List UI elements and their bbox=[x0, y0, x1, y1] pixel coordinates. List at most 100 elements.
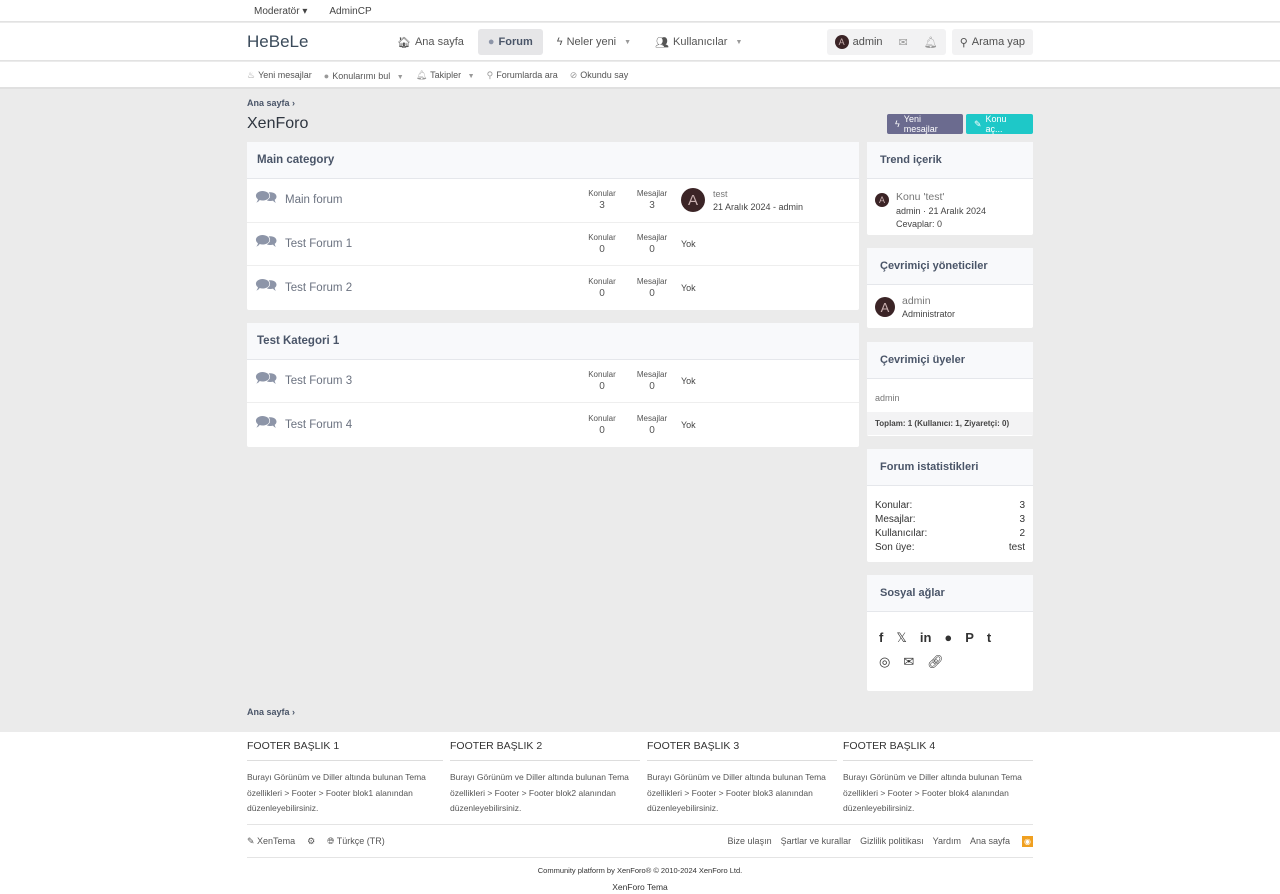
stat-row: Konular: 3 bbox=[875, 500, 1025, 511]
comments-icon: 🗪︎ bbox=[255, 274, 278, 295]
bell-icon[interactable]: 🔔︎ bbox=[923, 36, 938, 49]
comments-icon: 🗪︎ bbox=[255, 412, 278, 433]
breadcrumb[interactable]: Ana sayfa › bbox=[247, 98, 296, 108]
footer-column: FOOTER BAŞLIK 4 Burayı Görünüm ve Diller … bbox=[843, 732, 1033, 817]
comments-icon: 🗪︎ bbox=[255, 230, 278, 251]
subnav-search-forums[interactable]: ⚲ Forumlarda ara bbox=[486, 70, 558, 80]
forum-row: 🗪︎ Test Forum 4 Konular 0 Mesajlar 0 Yok bbox=[247, 403, 859, 447]
x-icon[interactable]: 𝕏 bbox=[896, 630, 907, 645]
pinterest-icon[interactable]: P bbox=[965, 630, 974, 645]
forum-link[interactable]: Test Forum 1 bbox=[285, 237, 353, 250]
footer-link[interactable]: Ana sayfa bbox=[969, 836, 1010, 846]
search-button[interactable]: ⚲ Arama yap bbox=[951, 29, 1033, 55]
forum-row: 🗪︎ Test Forum 2 Konular 0 Mesajlar 0 Yok bbox=[247, 266, 859, 310]
fire-icon: ♨ bbox=[247, 70, 256, 80]
comments-icon: ● bbox=[487, 36, 495, 48]
avatar[interactable]: A bbox=[681, 188, 705, 213]
user-link[interactable]: admin bbox=[875, 393, 900, 403]
chevron-down-icon[interactable]: ▼ bbox=[624, 38, 632, 46]
footer-link[interactable]: Gizlilik politikası bbox=[860, 836, 924, 846]
subnav-your-threads[interactable]: ● Konularımı bul ▼ bbox=[323, 70, 404, 81]
language-chooser[interactable]: 🌐︎ Türkçe (TR) bbox=[327, 835, 385, 846]
messages-stat: Mesajlar 0 bbox=[636, 276, 668, 299]
forum-link[interactable]: Test Forum 3 bbox=[285, 375, 353, 388]
tumblr-icon[interactable]: t bbox=[986, 630, 992, 645]
category-block: Main category 🗪︎ Main forum Konular 3 Mesaj… bbox=[247, 142, 859, 310]
site-logo[interactable]: HeBeLe bbox=[247, 32, 309, 51]
messages-stat: Mesajlar 0 bbox=[636, 414, 668, 437]
nav-whats-new[interactable]: ϟ Neler yeni ▼ bbox=[556, 36, 632, 48]
trend-thread-link[interactable]: Konu 'test' bbox=[896, 191, 945, 203]
facebook-icon[interactable]: f bbox=[879, 630, 884, 645]
linkedin-icon[interactable]: in bbox=[919, 630, 932, 645]
forum-link[interactable]: Test Forum 4 bbox=[285, 419, 353, 432]
messages-stat: Mesajlar 3 bbox=[636, 189, 668, 212]
messages-stat: Mesajlar 0 bbox=[636, 370, 668, 393]
stat-row: Kullanıcılar: 2 bbox=[875, 528, 1025, 539]
email-icon[interactable]: ✉ bbox=[903, 654, 915, 669]
stat-row: Mesajlar: 3 bbox=[875, 514, 1025, 525]
forum-row: 🗪︎ Test Forum 3 Konular 0 Mesajlar 0 Yok bbox=[247, 360, 859, 404]
footer-column: FOOTER BAŞLIK 3 Burayı Görünüm ve Diller … bbox=[647, 732, 837, 817]
footer-link[interactable]: Yardım bbox=[932, 836, 961, 846]
subnav-new-posts[interactable]: ♨ Yeni mesajlar bbox=[247, 70, 312, 80]
link-icon[interactable]: 🔗︎ bbox=[927, 654, 944, 669]
messages-stat: Mesajlar 0 bbox=[636, 232, 668, 255]
user-link[interactable]: admin bbox=[902, 295, 931, 307]
forum-row: 🗪︎ Test Forum 1 Konular 0 Mesajlar 0 Yok bbox=[247, 223, 859, 266]
comments-icon: 🗪︎ bbox=[255, 368, 278, 389]
staff-online-block: Çevrimiçi yöneticiler A admin Administra… bbox=[867, 248, 1033, 328]
eye-slash-icon: ⊘ bbox=[569, 70, 578, 80]
home-icon: 🏠︎ bbox=[397, 36, 411, 49]
rss-icon[interactable]: ◉ bbox=[1022, 835, 1033, 847]
threads-stat: Konular 0 bbox=[588, 370, 616, 393]
threads-stat: Konular 0 bbox=[588, 414, 616, 437]
threads-stat: Konular 3 bbox=[588, 189, 616, 212]
subnav-watched[interactable]: 🔔︎ Takipler ▼ bbox=[415, 70, 475, 80]
forum-link[interactable]: Test Forum 2 bbox=[285, 281, 353, 294]
category-title[interactable]: Test Kategori 1 bbox=[247, 322, 859, 360]
footer-link[interactable]: Şartlar ve kurallar bbox=[780, 836, 852, 846]
moderator-menu[interactable]: Moderatör ▾ bbox=[254, 5, 308, 17]
footer-column: FOOTER BAŞLIK 1 Burayı Görünüm ve Diller … bbox=[247, 732, 443, 817]
last-post-link[interactable]: test bbox=[713, 188, 728, 199]
style-chooser[interactable]: ✎ XenTema bbox=[247, 835, 296, 846]
comments-icon: 🗪︎ bbox=[255, 187, 278, 208]
theme-credit[interactable]: XenForo Tema bbox=[612, 882, 668, 892]
members-online-block: Çevrimiçi üyeler admin Toplam: 1 (Kullan… bbox=[867, 342, 1033, 436]
nav-forum[interactable]: ● Forum bbox=[477, 29, 543, 55]
forum-link[interactable]: Main forum bbox=[285, 194, 343, 207]
users-icon: 👥︎ bbox=[655, 36, 670, 49]
search-icon: ⚲ bbox=[486, 70, 494, 80]
new-posts-button[interactable]: ϟ Yeni mesajlar bbox=[887, 114, 963, 134]
bolt-icon: ϟ bbox=[556, 36, 563, 48]
edit-icon: ✎ bbox=[974, 118, 982, 129]
footer: FOOTER BAŞLIK 1 Burayı Görünüm ve Diller … bbox=[0, 732, 1280, 894]
nav-members[interactable]: 👥︎ Kullanıcılar ▼ bbox=[655, 36, 743, 49]
stat-row: Son üye: test bbox=[875, 542, 1025, 553]
reddit-icon[interactable]: ● bbox=[944, 630, 953, 645]
footer-link[interactable]: Bize ulaşın bbox=[727, 836, 772, 846]
gear-icon[interactable]: ⚙ bbox=[307, 835, 316, 846]
threads-stat: Konular 0 bbox=[588, 276, 616, 299]
trend-block: Trend içerik A Konu 'test' admin · 21 Ar… bbox=[867, 142, 1033, 235]
whatsapp-icon[interactable]: ◎ bbox=[879, 654, 891, 669]
breadcrumb-bottom[interactable]: Ana sayfa › bbox=[247, 707, 296, 717]
threads-stat: Konular 0 bbox=[588, 232, 616, 255]
new-thread-button[interactable]: ✎ Konu aç... bbox=[966, 114, 1033, 134]
avatar: A bbox=[834, 35, 849, 49]
admincp-link[interactable]: AdminCP bbox=[329, 5, 372, 17]
subnav-mark-read[interactable]: ⊘ Okundu say bbox=[569, 70, 629, 80]
envelope-icon[interactable]: ✉ bbox=[898, 36, 908, 49]
avatar[interactable]: A bbox=[875, 297, 895, 317]
chevron-down-icon[interactable]: ▼ bbox=[735, 38, 743, 46]
page-title: XenForo bbox=[247, 115, 309, 132]
bell-icon: 🔔︎ bbox=[415, 70, 428, 80]
nav-home[interactable]: 🏠︎ Ana sayfa bbox=[397, 36, 464, 49]
category-title[interactable]: Main category bbox=[247, 142, 859, 179]
forum-stats-block: Forum istatistikleri Konular: 3 Mesajlar: 3… bbox=[867, 449, 1033, 562]
bolt-icon: ϟ bbox=[895, 119, 900, 129]
